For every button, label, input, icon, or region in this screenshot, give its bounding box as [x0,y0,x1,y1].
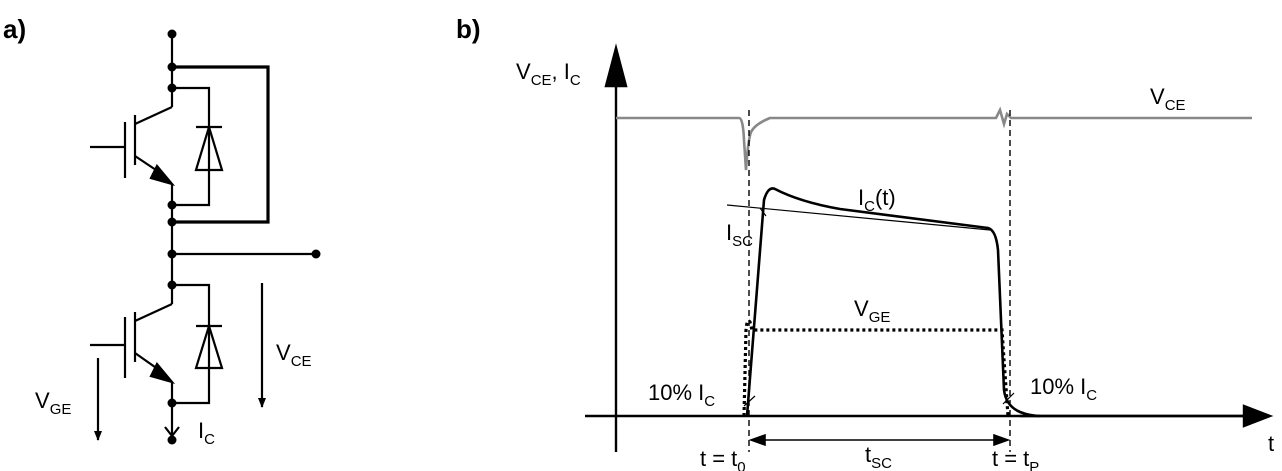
tp-label: t = tP [992,446,1039,471]
panel-a-label: a) [3,14,26,44]
time-markers [748,110,1011,452]
isc-label: ISC [726,220,753,250]
upper-igbt [90,88,176,205]
x-axis-label: t [1268,431,1274,456]
circuit-diagram: a) [3,14,316,441]
bypass-loop [172,65,270,224]
construction-lines [726,204,1015,407]
t0-label: t = t0 [700,446,746,471]
vge-circuit-label: VGE [35,388,71,418]
vge-trace [742,319,1010,417]
vce-circuit-label: VCE [276,340,312,370]
circuit-nodes [167,29,321,445]
isc-extrapolation [726,204,991,231]
panel-b-label: b) [456,14,481,44]
ic-trace [745,187,1041,418]
lower-diode [172,283,224,405]
ten-pct-left-label: 10% IC [648,380,715,410]
vge-trace-label: VGE [854,296,890,326]
vce-trace-label: VCE [1150,84,1186,114]
upper-diode [172,86,224,207]
ten-pct-right-label: 10% IC [1030,374,1097,404]
y-axis-label: VCE, IC [516,59,581,89]
vce-trace [616,106,1252,171]
lower-igbt [90,285,176,403]
ic-trace-label: IC(t) [858,185,896,215]
ten-pct-right-tick [1002,392,1015,405]
isc-tick [759,207,767,217]
ic-circuit-label: IC [198,418,215,448]
tsc-label: tSC [865,442,892,471]
y-axis-arrow [604,43,628,88]
tsc-dimension [748,433,1011,447]
